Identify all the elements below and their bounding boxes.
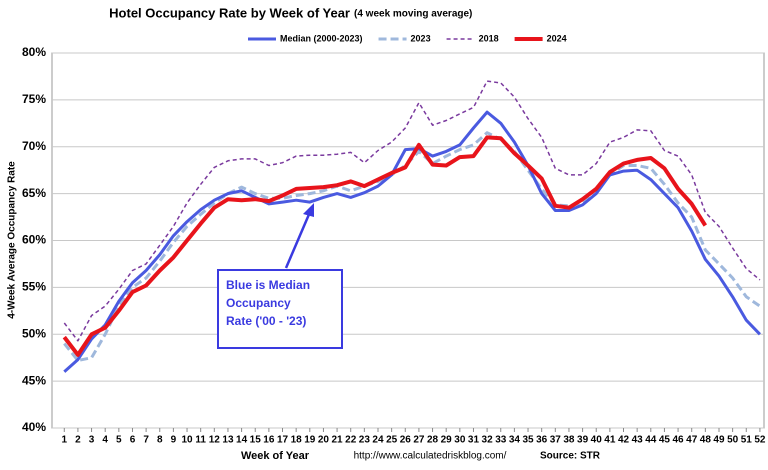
y-tick-label: 55% bbox=[22, 280, 46, 294]
x-tick-label: 31 bbox=[468, 435, 480, 446]
x-tick-label: 13 bbox=[222, 435, 234, 446]
legend-label: Median (2000-2023) bbox=[280, 33, 363, 43]
x-tick-label: 43 bbox=[632, 435, 644, 446]
x-tick-label: 32 bbox=[482, 435, 494, 446]
y-tick-label: 80% bbox=[22, 45, 46, 59]
y-tick-label: 75% bbox=[22, 92, 46, 106]
x-tick-label: 34 bbox=[509, 435, 521, 446]
y-tick-label: 50% bbox=[22, 326, 46, 340]
x-tick-label: 27 bbox=[413, 435, 425, 446]
legend-label: 2018 bbox=[479, 33, 499, 43]
x-tick-label: 29 bbox=[441, 435, 453, 446]
x-tick-label: 15 bbox=[250, 435, 262, 446]
y-tick-label: 65% bbox=[22, 186, 46, 200]
annotation-arrowhead bbox=[303, 203, 314, 217]
x-tick-label: 22 bbox=[345, 435, 357, 446]
x-tick-label: 49 bbox=[713, 435, 725, 446]
annotation-box bbox=[217, 269, 343, 349]
x-axis-label: Week of Year bbox=[241, 450, 310, 462]
y-axis-label: 4-Week Average Occupancy Rate bbox=[7, 161, 18, 319]
x-tick-label: 26 bbox=[400, 435, 412, 446]
x-tick-label: 46 bbox=[673, 435, 685, 446]
series-line bbox=[63, 110, 761, 373]
x-tick-label: 40 bbox=[591, 435, 603, 446]
x-tick-label: 47 bbox=[686, 435, 698, 446]
footer-url: http://www.calculatedriskblog.com/ bbox=[354, 451, 507, 462]
x-tick-label: 8 bbox=[157, 435, 163, 446]
x-tick-label: 30 bbox=[454, 435, 466, 446]
footer-source: Source: STR bbox=[540, 451, 601, 462]
x-tick-label: 20 bbox=[318, 435, 330, 446]
annotation-text: Occupancy bbox=[226, 296, 291, 310]
x-tick-label: 11 bbox=[195, 435, 206, 446]
annotation-text: Rate ('00 - '23) bbox=[226, 314, 306, 328]
x-tick-label: 2 bbox=[75, 435, 81, 446]
x-tick-label: 1 bbox=[61, 435, 67, 446]
x-tick-label: 35 bbox=[522, 435, 534, 446]
series-line bbox=[63, 80, 761, 342]
series-line bbox=[62, 135, 707, 357]
x-tick-label: 14 bbox=[236, 435, 248, 446]
x-tick-label: 50 bbox=[727, 435, 739, 446]
y-tick-label: 40% bbox=[22, 420, 46, 434]
annotation-arrow bbox=[284, 211, 312, 269]
x-tick-label: 3 bbox=[89, 435, 95, 446]
x-tick-label: 41 bbox=[604, 435, 616, 446]
x-tick-label: 28 bbox=[427, 435, 439, 446]
x-tick-label: 10 bbox=[181, 435, 193, 446]
x-tick-label: 36 bbox=[536, 435, 548, 446]
x-tick-label: 7 bbox=[143, 435, 149, 446]
x-tick-label: 38 bbox=[563, 435, 575, 446]
x-tick-label: 18 bbox=[291, 435, 303, 446]
x-tick-label: 44 bbox=[645, 435, 657, 446]
y-tick-label: 70% bbox=[22, 139, 46, 153]
x-tick-label: 19 bbox=[304, 435, 316, 446]
x-tick-label: 39 bbox=[577, 435, 589, 446]
x-tick-label: 24 bbox=[372, 435, 384, 446]
x-tick-label: 17 bbox=[277, 435, 289, 446]
x-tick-label: 52 bbox=[754, 435, 766, 446]
x-tick-label: 23 bbox=[359, 435, 371, 446]
legend-label: 2024 bbox=[547, 33, 567, 43]
x-tick-label: 16 bbox=[263, 435, 275, 446]
annotation: Blue is Median Occupancy Rate ('00 - '23… bbox=[217, 203, 343, 349]
x-tick-label: 42 bbox=[618, 435, 630, 446]
x-tick-label: 45 bbox=[659, 435, 671, 446]
x-tick-label: 25 bbox=[386, 435, 398, 446]
x-tick-label: 51 bbox=[741, 435, 753, 446]
x-tick-label: 5 bbox=[116, 435, 122, 446]
x-tick-label: 12 bbox=[209, 435, 221, 446]
chart-title: Hotel Occupancy Rate by Week of Year bbox=[109, 5, 350, 20]
x-tick-label: 37 bbox=[550, 435, 562, 446]
x-tick-label: 4 bbox=[102, 435, 108, 446]
x-tick-label: 33 bbox=[495, 435, 507, 446]
y-tick-label: 60% bbox=[22, 233, 46, 247]
x-tick-label: 48 bbox=[700, 435, 712, 446]
x-tick-label: 9 bbox=[171, 435, 177, 446]
legend: Median (2000-2023) 2023 2018 2024 bbox=[248, 33, 567, 43]
chart-subtitle: (4 week moving average) bbox=[354, 9, 472, 20]
plot-area: 40%45%50%55%60%65%70%75%80%1 2 3 4 5 6 7 8 9 10 11… bbox=[22, 45, 766, 445]
legend-label: 2023 bbox=[411, 33, 431, 43]
x-tick-label: 21 bbox=[332, 435, 344, 446]
x-tick-label: 6 bbox=[130, 435, 136, 446]
y-tick-label: 45% bbox=[22, 373, 46, 387]
annotation-text: Blue is Median bbox=[226, 278, 310, 292]
